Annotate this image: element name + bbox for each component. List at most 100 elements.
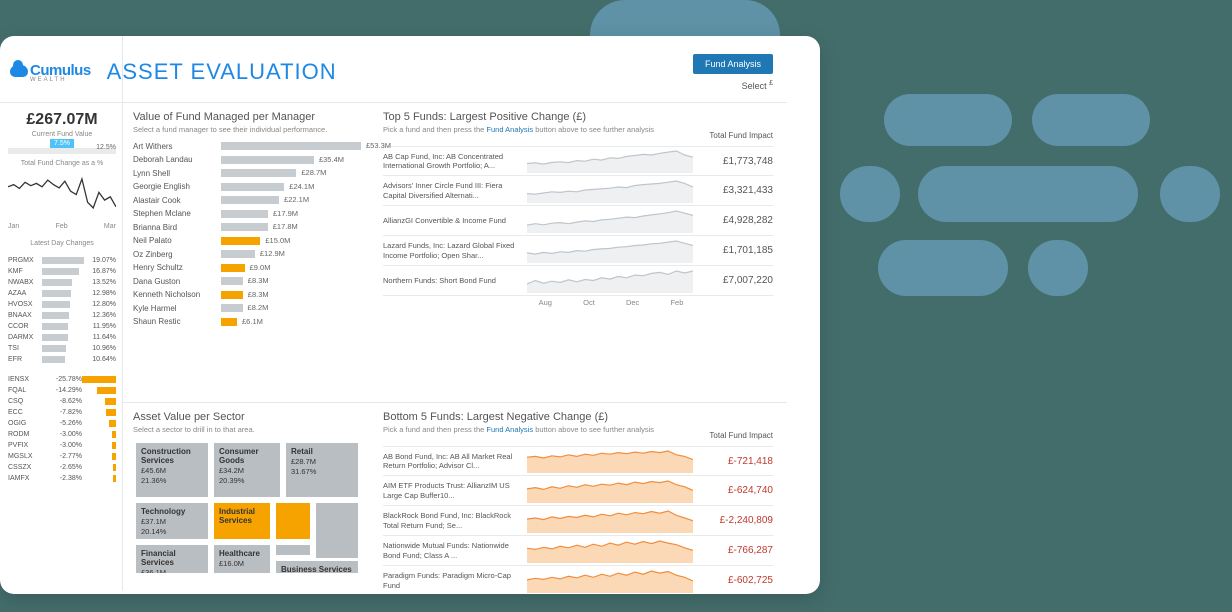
manager-row[interactable]: Deborah Landau£35.4M [133, 154, 361, 167]
manager-name: Kyle Harmel [133, 304, 217, 313]
decor-pill [1028, 240, 1088, 296]
ticker-symbol: RODM [8, 431, 42, 438]
manager-name: Georgie English [133, 182, 217, 191]
header: Cumulus WEALTH ASSET EVALUATION Fund Ana… [0, 36, 787, 102]
manager-row[interactable]: Lynn Shell£28.7M [133, 167, 361, 180]
manager-row[interactable]: Shaun Restic£6.1M [133, 316, 361, 329]
sector-cell[interactable]: Business Services [273, 558, 361, 576]
fund-row[interactable]: AB Cap Fund, Inc: AB Concentrated Intern… [383, 146, 773, 176]
manager-value: £22.1M [284, 195, 309, 204]
sector-cell[interactable]: Technology£37.1M20.14% [133, 500, 211, 542]
dashboard: Cumulus WEALTH ASSET EVALUATION Fund Ana… [0, 36, 820, 594]
fund-name: Lazard Funds, Inc: Lazard Global Fixed I… [383, 241, 521, 260]
manager-value: £17.8M [273, 222, 298, 231]
sector-cell[interactable] [273, 500, 313, 542]
manager-name: Kenneth Nicholson [133, 290, 217, 299]
sector-cell[interactable]: Industrial Services [211, 500, 273, 542]
ticker-row[interactable]: MGSLX-2.77% [8, 451, 116, 461]
ticker-symbol: HVOSX [8, 301, 42, 308]
ticker-row[interactable]: TSI10.96% [8, 343, 116, 353]
manager-row[interactable]: Stephen Mclane£17.9M [133, 208, 361, 221]
manager-row[interactable]: Art Withers£53.3M [133, 140, 361, 153]
manager-row[interactable]: Kenneth Nicholson£8.3M [133, 289, 361, 302]
fund-sparkline [527, 149, 693, 173]
ticker-value: 10.64% [84, 356, 116, 363]
fund-impact-value: £1,701,185 [699, 245, 773, 256]
fund-impact-value: £1,773,748 [699, 156, 773, 167]
ticker-value: 11.95% [84, 323, 116, 330]
manager-name: Oz Zinberg [133, 250, 217, 259]
fund-row[interactable]: Nationwide Mutual Funds: Nationwide Bond… [383, 536, 773, 566]
ticker-value: 12.36% [84, 312, 116, 319]
fund-row[interactable]: AIM ETF Products Trust: AllianzIM US Lar… [383, 476, 773, 506]
ticker-symbol: BNAAX [8, 312, 42, 319]
fund-name: AB Bond Fund, Inc: AB All Market Real Re… [383, 452, 521, 471]
manager-row[interactable]: Brianna Bird£17.8M [133, 221, 361, 234]
manager-row[interactable]: Dana Guston£8.3M [133, 275, 361, 288]
manager-value: £24.1M [289, 182, 314, 191]
currency-selector[interactable]: Select £ [742, 80, 773, 91]
manager-name: Shaun Restic [133, 317, 217, 326]
manager-name: Deborah Landau [133, 155, 217, 164]
manager-row[interactable]: Georgie English £24.1M [133, 181, 361, 194]
top5-sub: Pick a fund and then press the Fund Anal… [383, 125, 654, 134]
ticker-row[interactable]: PVFIX-3.00% [8, 440, 116, 450]
ticker-row[interactable]: CSQ-8.62% [8, 396, 116, 406]
ticker-row[interactable]: IENSX-25.78% [8, 374, 116, 384]
sector-cell[interactable]: Consumer Goods£34.2M20.39% [211, 440, 283, 500]
ticker-row[interactable]: NWABX13.52% [8, 277, 116, 287]
ticker-row[interactable]: FQAL-14.29% [8, 385, 116, 395]
sector-cell[interactable]: Retail£28.7M31.67% [283, 440, 361, 500]
ticker-row[interactable]: HVOSX12.80% [8, 299, 116, 309]
ticker-symbol: IENSX [8, 376, 42, 383]
ticker-value: 12.98% [84, 290, 116, 297]
sector-cell[interactable]: Financial Services£36.1M0.65% [133, 542, 211, 576]
fund-analysis-button[interactable]: Fund Analysis [693, 54, 773, 74]
manager-row[interactable]: Alastair Cook£22.1M [133, 194, 361, 207]
managers-title: Value of Fund Managed per Manager [133, 111, 361, 123]
fund-name: AIM ETF Products Trust: AllianzIM US Lar… [383, 481, 521, 500]
ticker-row[interactable]: OGIG-5.26% [8, 418, 116, 428]
manager-name: Dana Guston [133, 277, 217, 286]
sector-treemap[interactable]: Construction Services£45.6M21.36%Consume… [133, 440, 361, 576]
managers-sub: Select a fund manager to see their indiv… [133, 125, 361, 134]
ticker-row[interactable]: CCOR11.95% [8, 321, 116, 331]
ticker-symbol: AZAA [8, 290, 42, 297]
ticker-row[interactable]: IAMFX-2.38% [8, 473, 116, 483]
manager-row[interactable]: Neil Palato£15.0M [133, 235, 361, 248]
fund-row[interactable]: Advisors' Inner Circle Fund III: Fiera C… [383, 176, 773, 206]
fund-row[interactable]: AB Bond Fund, Inc: AB All Market Real Re… [383, 446, 773, 476]
ticker-row[interactable]: ECC-7.82% [8, 407, 116, 417]
fund-impact-value: £-602,725 [699, 575, 773, 586]
ticker-row[interactable]: KMF16.87% [8, 266, 116, 276]
ticker-symbol: MGSLX [8, 453, 42, 460]
manager-value: £12.9M [260, 249, 285, 258]
sector-cell[interactable] [273, 542, 313, 558]
ticker-row[interactable]: PRGMX19.07% [8, 255, 116, 265]
sector-cell[interactable]: Healthcare£16.0M [211, 542, 273, 576]
ticker-row[interactable]: AZAA 12.98% [8, 288, 116, 298]
brand-sub: WEALTH [30, 77, 67, 83]
ticker-value: 10.96% [84, 345, 116, 352]
ticker-row[interactable]: DARMX11.64% [8, 332, 116, 342]
fund-row[interactable]: Northern Funds: Short Bond Fund£7,007,22… [383, 266, 773, 296]
ticker-row[interactable]: EFR10.64% [8, 354, 116, 364]
axis-mar: Mar [104, 223, 116, 230]
ticker-row[interactable]: CSSZX-2.65% [8, 462, 116, 472]
fund-impact-value: £-766,287 [699, 545, 773, 556]
fund-change-tag: 7.5% [50, 139, 74, 148]
fund-name: Nationwide Mutual Funds: Nationwide Bond… [383, 541, 521, 560]
manager-row[interactable]: Kyle Harmel£8.2M [133, 302, 361, 315]
manager-row[interactable]: Oz Zinberg £12.9M [133, 248, 361, 261]
month-label: Aug [539, 298, 552, 307]
fund-row[interactable]: Lazard Funds, Inc: Lazard Global Fixed I… [383, 236, 773, 266]
manager-row[interactable]: Henry Schultz£9.0M [133, 262, 361, 275]
fund-row[interactable]: AllianzGI Convertible & Income Fund£4,92… [383, 206, 773, 236]
ticker-row[interactable]: BNAAX 12.36% [8, 310, 116, 320]
sector-cell[interactable]: Construction Services£45.6M21.36% [133, 440, 211, 500]
fund-row[interactable]: BlackRock Bond Fund, Inc: BlackRock Tota… [383, 506, 773, 536]
fund-row[interactable]: Paradigm Funds: Paradigm Micro-Cap Fund£… [383, 566, 773, 594]
ticker-row[interactable]: RODM-3.00% [8, 429, 116, 439]
manager-name: Henry Schultz [133, 263, 217, 272]
manager-name: Stephen Mclane [133, 209, 217, 218]
